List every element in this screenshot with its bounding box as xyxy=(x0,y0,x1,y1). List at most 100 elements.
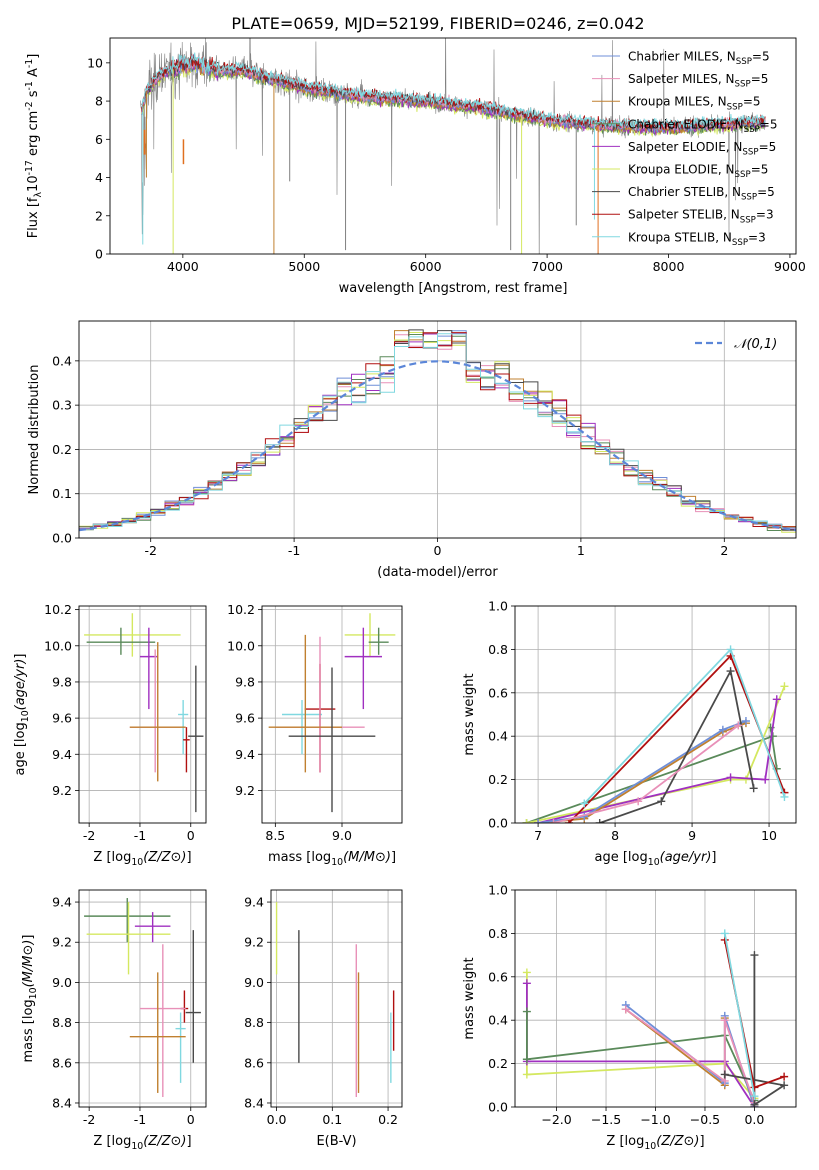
age-vs-mass-axes: 8.5 9.0 9.2 9.4 9.6 9.8 10.0 10.2 mass [log10(M/… xyxy=(227,602,403,868)
massweight-vs-age-xtick-label: 10 xyxy=(761,828,777,843)
age-vs-Z-axes: -2 -1 0 9.2 9.4 9.6 9.8 10.0 10.2 Z [log10(Z/Z⊙)]… xyxy=(13,602,207,868)
spectrum-ylabel: Flux [fλ10-17 erg cm-2 s-1 A-1] xyxy=(24,54,44,239)
spectrum-xtick-label: 5000 xyxy=(288,259,320,274)
massweight-vs-age-marker xyxy=(634,797,643,806)
age-vs-mass-xlabel: mass [log10(M/M⊙)] xyxy=(268,850,396,868)
massweight-vs-age-ytick-label: 1.0 xyxy=(488,599,508,614)
massweight-vs-Z-xtick-label: −0.5 xyxy=(690,1112,720,1127)
age-vs-mass-ytick-label: 9.2 xyxy=(235,783,255,798)
spectrum-frame xyxy=(109,37,797,255)
mass-vs-Z-plot-area xyxy=(84,898,201,1097)
massweight-vs-age-marker xyxy=(772,695,781,704)
spectrum-legend-label: Chabrier ELODIE, NSSP=5 xyxy=(628,117,777,135)
mass-vs-Z-ytick-label: 8.6 xyxy=(52,1055,72,1070)
massweight-vs-Z-marker xyxy=(522,1055,531,1064)
residuals-legend-label: 𝒩(0,1) xyxy=(734,337,777,352)
massweight-vs-Z-marker xyxy=(522,979,531,988)
massweight-vs-age-xtick-label: 9 xyxy=(688,828,696,843)
mass-vs-Z-xtick-label: 0 xyxy=(187,1112,195,1127)
mass-vs-Z-ytick-label: 9.2 xyxy=(52,935,72,950)
massweight-vs-age-xlabel: age [log10(age/yr)] xyxy=(595,850,717,868)
spectrum-xtick-label: 8000 xyxy=(653,259,685,274)
age-vs-Z-frame xyxy=(78,605,207,824)
residuals-xtick-label: -2 xyxy=(144,543,156,558)
massweight-vs-age-marker xyxy=(726,645,735,654)
spectrum-legend-label: Kroupa STELIB, NSSP=3 xyxy=(628,230,766,248)
mass-vs-Z-ylabel: mass [log10(M/M⊙)] xyxy=(21,934,39,1062)
mass-vs-EBV-xtick-label: 0.2 xyxy=(378,1112,398,1127)
spectrum-ytick-label: 6 xyxy=(95,132,103,147)
massweight-vs-age-marker xyxy=(761,775,770,784)
massweight-vs-age-marker xyxy=(657,797,666,806)
residual-histogram-step xyxy=(79,333,796,530)
mass-vs-Z-xtick-label: -1 xyxy=(134,1112,146,1127)
massweight-vs-age-xtick-label: 7 xyxy=(534,828,542,843)
age-vs-mass-plot-area xyxy=(268,613,396,813)
massweight-vs-age-marker xyxy=(768,732,777,741)
spectrum-ytick-label: 10 xyxy=(87,55,103,70)
residuals-axes: -2 -1 0 1 2 0.0 0.1 0.2 0.3 0.4 (data-model)/error… xyxy=(27,320,797,580)
massweight-vs-Z-marker xyxy=(522,1007,531,1016)
massweight-vs-Z-marker xyxy=(720,1070,729,1079)
massweight-vs-Z-line xyxy=(625,1008,756,1104)
massweight-vs-Z-xtick-label: −1.5 xyxy=(591,1112,621,1127)
massweight-vs-Z-marker xyxy=(780,1072,789,1081)
massweight-vs-age-line xyxy=(583,647,786,805)
massweight-vs-Z-ytick-label: 0.0 xyxy=(488,1100,508,1115)
mass-vs-EBV-frame xyxy=(270,889,403,1108)
mass-vs-Z-xtick-label: -2 xyxy=(83,1112,95,1127)
residuals-xtick-label: -1 xyxy=(288,543,300,558)
massweight-vs-age-marker xyxy=(534,819,543,823)
massweight-vs-Z-frame xyxy=(514,889,797,1108)
massweight-vs-Z-marker xyxy=(750,951,759,960)
massweight-vs-age-marker xyxy=(595,819,604,823)
massweight-vs-age-ytick-label: 0.2 xyxy=(488,772,508,787)
residuals-ytick-label: 0.4 xyxy=(52,353,72,368)
age-vs-Z-ytick-label: 9.2 xyxy=(52,783,72,798)
spectrum-ytick-label: 2 xyxy=(95,208,103,223)
spectrum-ytick-label: 0 xyxy=(95,247,103,262)
age-vs-Z-ytick-label: 10.2 xyxy=(44,602,72,617)
massweight-vs-Z-xtick-label: −1.0 xyxy=(640,1112,670,1127)
mass-vs-Z-ytick-label: 9.4 xyxy=(52,895,72,910)
massweight-vs-Z-xtick-label: 0.0 xyxy=(744,1112,764,1127)
mass-vs-EBV-plot-area xyxy=(275,902,395,1097)
age-vs-mass-ytick-label: 9.6 xyxy=(235,711,255,726)
massweight-vs-Z-marker xyxy=(750,1092,759,1101)
massweight-vs-Z-marker xyxy=(621,1005,630,1014)
massweight-vs-age-marker xyxy=(780,682,789,691)
spectrum-axes: 4000 5000 6000 7000 8000 9000 0 2 4 6 8 10 wavelengt… xyxy=(24,37,806,296)
residuals-ylabel: Normed distribution xyxy=(27,365,42,495)
massweight-vs-age-ytick-label: 0.6 xyxy=(488,685,508,700)
mass-vs-EBV-ytick-label: 9.4 xyxy=(244,895,264,910)
massweight-vs-age-marker xyxy=(741,775,750,784)
massweight-vs-Z-ylabel: mass weight xyxy=(462,957,477,1039)
spectrum-ytick-label: 4 xyxy=(95,170,103,185)
normal-curve-line xyxy=(79,360,796,532)
massweight-vs-Z-marker xyxy=(522,968,531,977)
mass-vs-Z-frame xyxy=(78,889,207,1108)
age-vs-Z-plot-area xyxy=(84,613,204,813)
spectrum-xtick-label: 4000 xyxy=(167,259,199,274)
age-vs-Z-xlabel: Z [log10(Z/Z⊙)] xyxy=(93,850,191,868)
massweight-vs-Z-line xyxy=(526,1011,756,1101)
massweight-vs-age-xtick-label: 8 xyxy=(611,828,619,843)
mass-vs-EBV-ytick-label: 9.0 xyxy=(244,975,264,990)
age-vs-mass-ytick-label: 10.0 xyxy=(227,638,255,653)
age-vs-mass-xtick-label: 8.5 xyxy=(265,828,285,843)
mass-vs-Z-axes: -2 -1 0 8.4 8.6 8.8 9.0 9.2 9.4 Z [log10(Z/Z⊙)] ma… xyxy=(21,889,207,1152)
mass-vs-EBV-ytick-label: 8.4 xyxy=(244,1095,264,1110)
residuals-xtick-label: 1 xyxy=(577,543,585,558)
age-vs-mass-frame xyxy=(261,605,403,824)
figure-title: PLATE=0659, MJD=52199, FIBERID=0246, z=0… xyxy=(231,14,644,33)
age-vs-Z-xtick-label: -1 xyxy=(134,828,146,843)
spectrum-legend-label: Chabrier STELIB, NSSP=5 xyxy=(628,185,775,203)
age-vs-mass-xtick-label: 9.0 xyxy=(332,828,352,843)
residuals-xlabel: (data-model)/error xyxy=(377,565,498,580)
age-vs-mass-ytick-label: 9.4 xyxy=(235,747,255,762)
spectrum-plot-area xyxy=(140,38,766,254)
spectrum-xlabel: wavelength [Angstrom, rest frame] xyxy=(339,281,568,296)
mass-vs-Z-ytick-label: 8.8 xyxy=(52,1015,72,1030)
massweight-vs-age-marker xyxy=(564,819,573,823)
